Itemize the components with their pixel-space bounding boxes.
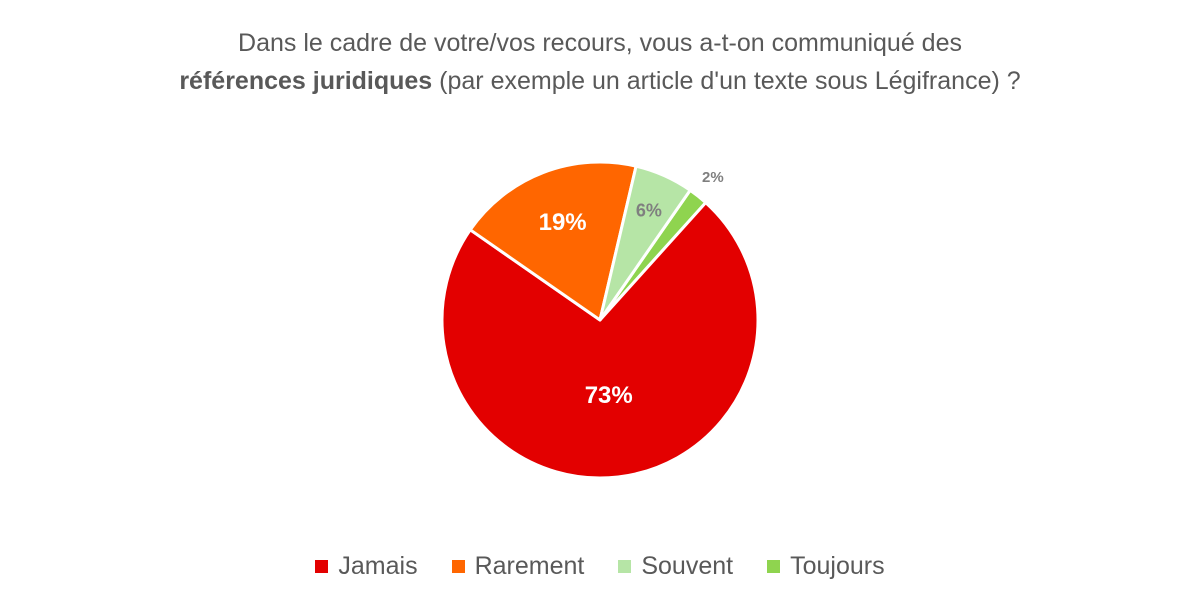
legend-item-toujours: Toujours bbox=[767, 552, 885, 581]
legend-item-rarement: Rarement bbox=[451, 551, 585, 581]
legend-item-jamais: Jamais bbox=[315, 551, 418, 581]
pie-slices bbox=[440, 160, 760, 480]
legend-label-rarement: Rarement bbox=[474, 551, 585, 580]
pie-slice-souvent bbox=[598, 164, 692, 322]
legend-label-jamais: Jamais bbox=[338, 551, 418, 580]
legend-swatch-jamais bbox=[315, 559, 329, 573]
legend-swatch-rarement bbox=[451, 559, 465, 573]
pie-data-labels: 2% 73% 19% 6% bbox=[539, 169, 724, 409]
chart-legend: Jamais Rarement Souvent Toujours bbox=[0, 546, 1200, 586]
chart-title-rest: (par exemple un article d'un texte sous … bbox=[432, 67, 1021, 95]
chart-title-line-2: références juridiques (par exemple un ar… bbox=[0, 62, 1200, 100]
legend-swatch-souvent bbox=[618, 559, 632, 573]
legend-label-toujours: Toujours bbox=[790, 551, 885, 580]
chart-title-emphasis: références juridiques bbox=[179, 67, 433, 95]
data-label-toujours: 2% bbox=[702, 169, 724, 186]
chart-title-line-1: Dans le cadre de votre/vos recours, vous… bbox=[238, 29, 962, 57]
legend-item-souvent: Souvent bbox=[618, 552, 733, 581]
legend-swatch-toujours bbox=[767, 559, 781, 573]
pie-slice-jamais bbox=[440, 201, 760, 480]
data-label-jamais: 73% bbox=[585, 382, 633, 409]
data-label-souvent: 6% bbox=[636, 200, 662, 220]
legend-label-souvent: Souvent bbox=[641, 551, 734, 580]
pie-slice-rarement bbox=[468, 160, 638, 322]
data-label-rarement: 19% bbox=[539, 209, 587, 236]
chart-title: Dans le cadre de votre/vos recours, vous… bbox=[0, 24, 1200, 100]
